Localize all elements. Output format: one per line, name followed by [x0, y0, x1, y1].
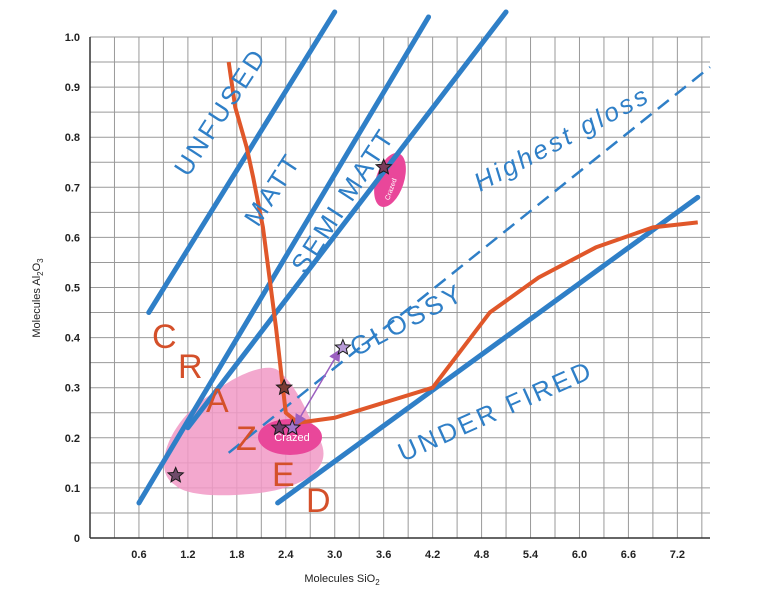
- x-tick-label: 3.6: [376, 549, 391, 561]
- y-tick-label: 0.4: [65, 333, 81, 345]
- y-tick-label: 0.3: [65, 383, 80, 395]
- x-tick-label: 1.8: [229, 549, 244, 561]
- region-label-under-fired: UNDER FIRED: [393, 354, 598, 467]
- purple-arrow: [294, 349, 341, 427]
- star-marker: [283, 418, 302, 436]
- y-axis-label: Molecules Al2O3: [31, 258, 45, 338]
- boundary-line: [146, 9, 338, 316]
- crazed-letter-z: Z: [236, 420, 257, 458]
- boundary-line: [275, 194, 701, 506]
- y-tick-label: 0.1: [65, 483, 80, 495]
- x-tick-labels: 0.6 1.2 1.8 2.4 3.0 3.6 4.2 4.8 5.4 6.0 6.6 7.2: [131, 549, 685, 561]
- boundary-lines: [136, 9, 701, 506]
- x-tick-label: 2.4: [278, 549, 294, 561]
- region-label-unfused: UNFUSED: [168, 42, 273, 181]
- y-tick-label: 0.7: [65, 182, 80, 194]
- x-tick-label: 6.0: [572, 549, 587, 561]
- x-tick-label: 7.2: [670, 549, 685, 561]
- y-tick-label: 0.9: [65, 82, 80, 94]
- boundary-line: [185, 9, 509, 431]
- y-tick-label: 0.6: [65, 232, 80, 244]
- boundary-line: [136, 14, 432, 506]
- crazed-zone-dark: [258, 419, 322, 455]
- crazed-letter-c: C: [152, 318, 177, 356]
- x-tick-label: 3.0: [327, 549, 342, 561]
- region-label-glossy: GLOSSY: [345, 277, 469, 362]
- star-marker: [334, 338, 352, 356]
- craze-line: [226, 61, 698, 425]
- y-tick-label: 0.2: [65, 433, 80, 445]
- y-tick-labels: 0 0.1 0.2 0.3 0.4 0.5 0.6 0.7 0.8 0.9 1.0: [65, 32, 81, 545]
- crazed-letter-d: D: [306, 482, 331, 520]
- x-tick-label: 4.2: [425, 549, 440, 561]
- crazed-zone-label: Crazed: [274, 432, 309, 444]
- crazed-letter-a: A: [206, 382, 229, 420]
- x-axis-label: Molecules SiO2: [304, 573, 380, 587]
- y-tick-label: 1.0: [65, 32, 80, 44]
- x-tick-label: 1.2: [180, 549, 195, 561]
- y-tick-label: 0: [74, 533, 80, 545]
- star-marker: [166, 466, 185, 483]
- crazed-letter-e: E: [272, 456, 295, 494]
- x-tick-label: 6.6: [621, 549, 636, 561]
- highest-gloss-line: [227, 66, 711, 454]
- stars: [166, 158, 393, 483]
- crazed-letter-r: R: [178, 348, 203, 386]
- x-tick-label: 4.8: [474, 549, 489, 561]
- x-tick-label: 0.6: [131, 549, 146, 561]
- star-marker: [374, 158, 393, 175]
- y-tick-label: 0.5: [65, 283, 80, 295]
- y-tick-label: 0.8: [65, 132, 80, 144]
- region-label-highest-gloss: Highest gloss: [469, 79, 655, 197]
- x-tick-label: 5.4: [523, 549, 539, 561]
- star-marker: [275, 378, 294, 396]
